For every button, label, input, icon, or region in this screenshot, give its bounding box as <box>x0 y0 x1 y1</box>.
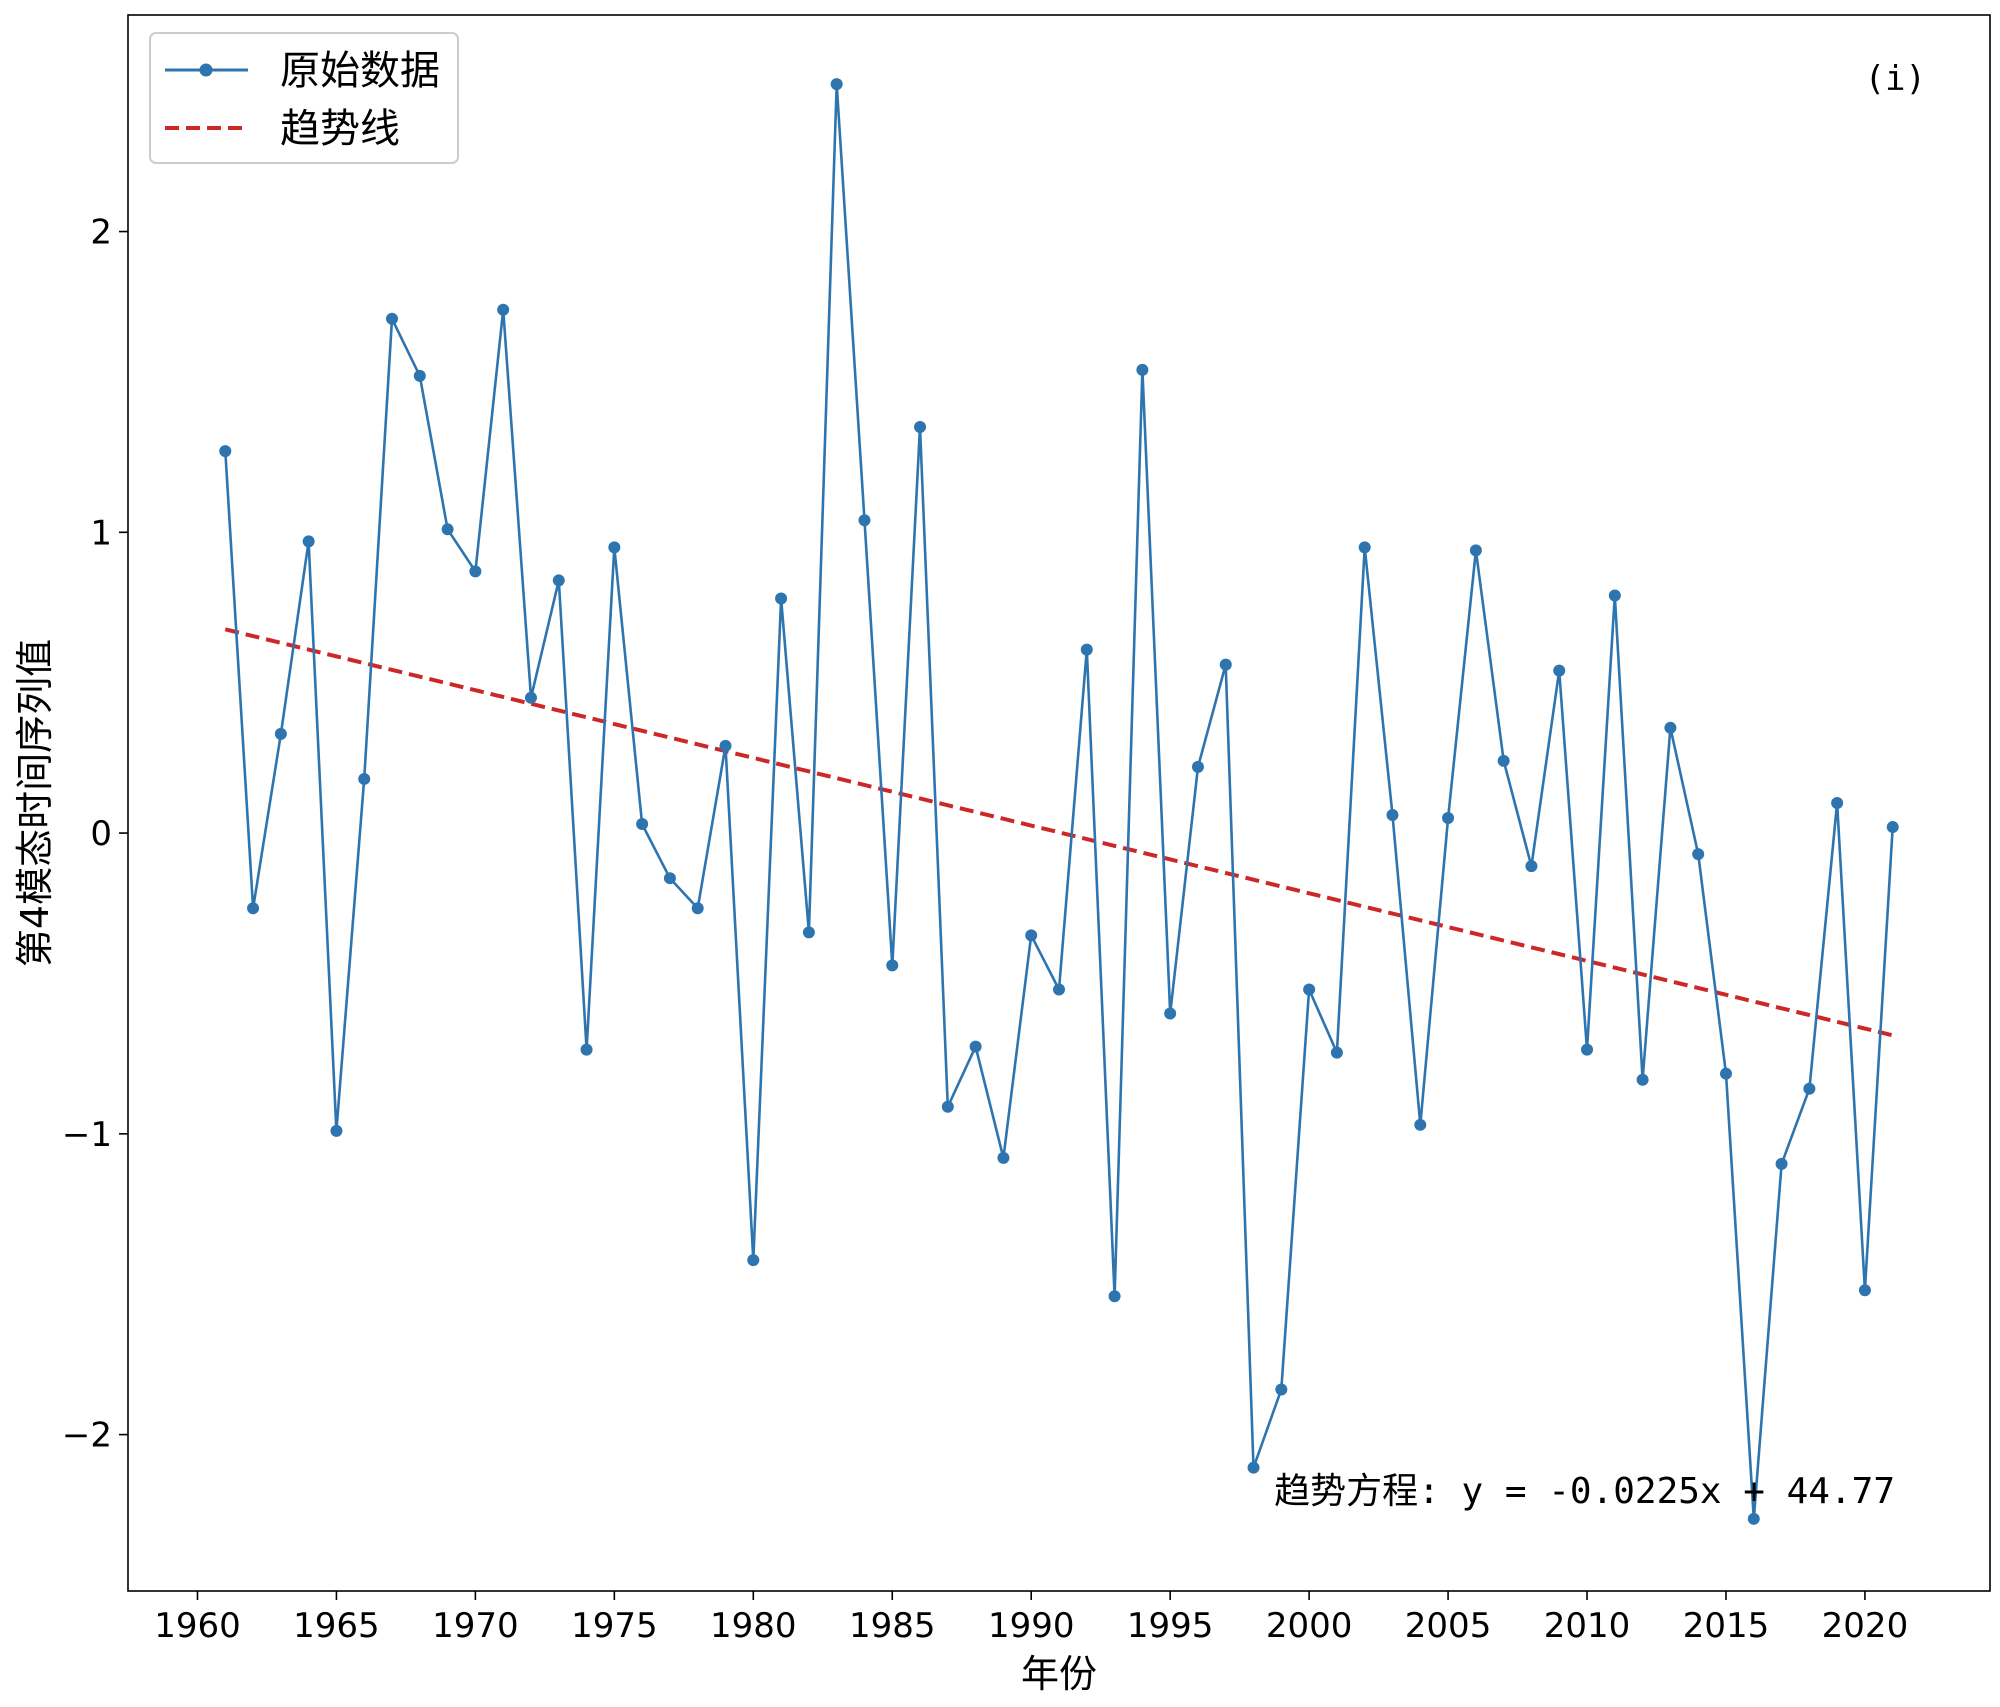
x-tick-label: 1995 <box>1127 1606 1214 1646</box>
data-point-2006 <box>1469 544 1482 557</box>
data-point-1969 <box>441 523 454 536</box>
trend-line-layer <box>224 627 1894 1038</box>
data-point-2005 <box>1442 812 1455 825</box>
data-point-1967 <box>386 312 399 325</box>
x-tick-label: 1960 <box>154 1606 241 1646</box>
x-tick-label: 1985 <box>849 1606 936 1646</box>
data-point-1980 <box>747 1254 760 1267</box>
data-point-1968 <box>413 369 426 382</box>
data-point-1978 <box>691 902 704 915</box>
legend-label-trend: 趋势线 <box>280 106 400 152</box>
legend-box <box>149 32 459 164</box>
data-point-1983 <box>830 78 843 91</box>
y-tick-label: 2 <box>90 213 112 253</box>
data-point-2001 <box>1330 1046 1343 1059</box>
data-point-1971 <box>497 303 510 316</box>
trend-line <box>224 627 1894 1038</box>
y-tick-label: 1 <box>90 513 112 553</box>
legend-marker-raw-data <box>199 63 213 77</box>
x-tick-label: 2010 <box>1544 1606 1631 1646</box>
legend: 原始数据 趋势线 <box>149 32 459 164</box>
data-point-1975 <box>608 541 621 554</box>
data-point-2021 <box>1886 821 1899 834</box>
y-tick-label: −1 <box>62 1115 112 1155</box>
data-point-1972 <box>524 691 537 704</box>
y-tick-label: −2 <box>62 1416 112 1456</box>
data-point-2010 <box>1581 1043 1594 1056</box>
data-point-1984 <box>858 514 871 527</box>
x-tick-label: 1965 <box>293 1606 380 1646</box>
trend-equation-annotation: 趋势方程: y = -0.0225x + 44.77 <box>1274 1471 1895 1512</box>
data-point-1988 <box>969 1040 982 1053</box>
data-point-1974 <box>580 1043 593 1056</box>
data-point-1992 <box>1080 643 1093 656</box>
data-point-2015 <box>1719 1067 1732 1080</box>
data-point-1964 <box>302 535 315 548</box>
data-point-1970 <box>469 565 482 578</box>
data-point-1965 <box>330 1124 343 1137</box>
data-point-2007 <box>1497 754 1510 767</box>
y-axis-label: 第4模态时间序列值 <box>13 639 57 967</box>
data-point-2019 <box>1831 797 1844 809</box>
x-tick-label: 2005 <box>1405 1606 1492 1646</box>
data-point-2014 <box>1692 848 1705 861</box>
x-tick-label: 1980 <box>710 1606 797 1646</box>
data-point-1966 <box>358 772 371 785</box>
data-point-1999 <box>1275 1383 1288 1396</box>
data-point-2000 <box>1303 983 1316 996</box>
data-point-2016 <box>1747 1512 1760 1525</box>
data-point-2011 <box>1608 589 1621 602</box>
data-point-2003 <box>1386 809 1399 822</box>
data-point-2018 <box>1803 1082 1816 1095</box>
data-point-1973 <box>552 574 565 587</box>
data-point-1986 <box>914 421 927 434</box>
data-point-2009 <box>1553 664 1566 677</box>
data-point-2012 <box>1636 1073 1649 1086</box>
data-point-2008 <box>1525 860 1538 873</box>
data-point-1979 <box>719 739 732 752</box>
x-axis-label: 年份 <box>1021 1652 1097 1696</box>
x-axis: 1960 1965 1970 1975 1980 1985 1990 1995 2000 2005… <box>154 1591 1908 1646</box>
data-point-1993 <box>1108 1290 1121 1303</box>
y-tick-label: 0 <box>90 814 112 854</box>
x-tick-label: 2020 <box>1822 1606 1909 1646</box>
data-series-layer <box>219 78 1899 1525</box>
data-point-1987 <box>941 1100 954 1113</box>
data-point-2017 <box>1775 1157 1788 1170</box>
panel-label: (i) <box>1865 59 1926 99</box>
data-point-2020 <box>1858 1284 1871 1297</box>
x-tick-label: 2015 <box>1683 1606 1770 1646</box>
data-point-1994 <box>1136 363 1149 376</box>
data-point-1976 <box>636 818 649 831</box>
data-point-1990 <box>1025 929 1038 942</box>
data-point-2004 <box>1414 1118 1427 1131</box>
data-point-2013 <box>1664 721 1677 734</box>
data-point-1995 <box>1164 1007 1177 1020</box>
data-point-1977 <box>663 872 676 885</box>
data-point-1981 <box>775 592 788 605</box>
data-point-1962 <box>247 902 260 915</box>
data-point-1963 <box>274 727 287 740</box>
data-point-1998 <box>1247 1461 1260 1474</box>
x-tick-label: 1990 <box>988 1606 1075 1646</box>
data-point-1982 <box>802 926 815 939</box>
data-point-1985 <box>886 959 899 972</box>
x-tick-label: 2000 <box>1266 1606 1353 1646</box>
data-point-1996 <box>1191 760 1204 773</box>
data-point-1989 <box>997 1151 1010 1164</box>
x-tick-label: 1975 <box>571 1606 658 1646</box>
x-tick-label: 1970 <box>432 1606 519 1646</box>
data-point-2002 <box>1358 541 1371 554</box>
legend-label-raw-data: 原始数据 <box>280 48 440 94</box>
data-point-1961 <box>219 445 232 458</box>
plot-frame <box>127 14 1991 1592</box>
y-axis: −2 −1 0 1 2 <box>62 213 128 1456</box>
data-point-1991 <box>1053 983 1065 996</box>
raw-data-line <box>224 82 1894 1521</box>
data-point-1997 <box>1219 658 1232 671</box>
